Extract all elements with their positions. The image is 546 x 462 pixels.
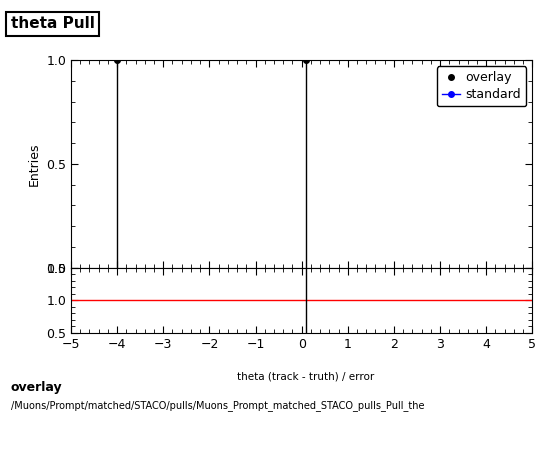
Text: theta Pull: theta Pull (11, 16, 95, 31)
Y-axis label: Entries: Entries (27, 142, 40, 186)
Line: overlay: overlay (114, 57, 309, 63)
overlay (114, 57, 121, 63)
Text: theta (track - truth) / error: theta (track - truth) / error (237, 372, 375, 382)
Legend: overlay, standard: overlay, standard (437, 67, 526, 106)
Text: overlay: overlay (11, 381, 63, 394)
Text: /Muons/Prompt/matched/STACO/pulls/Muons_Prompt_matched_STACO_pulls_Pull_the: /Muons/Prompt/matched/STACO/pulls/Muons_… (11, 400, 424, 411)
overlay (303, 57, 310, 63)
